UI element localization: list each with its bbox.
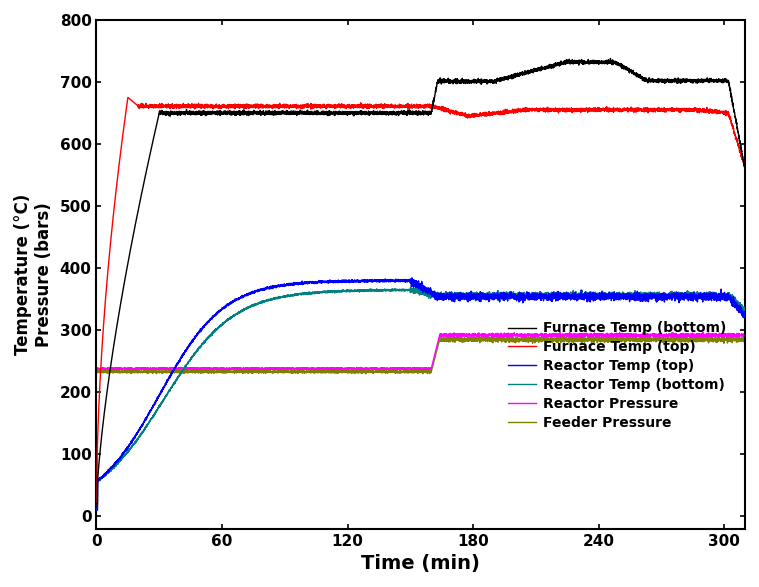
Reactor Temp (top) (569, 291, 578, 298)
Reactor Temp (top) (741, 313, 750, 320)
Feeder Pressure (518, 332, 528, 339)
Furnace Temp (top) (123, 94, 132, 101)
Furnace Temp (bottom) (606, 55, 615, 62)
Reactor Temp (top) (92, 507, 101, 514)
Furnace Temp (top) (741, 164, 750, 171)
Line: Reactor Pressure: Reactor Pressure (96, 332, 745, 370)
Reactor Pressure (106, 365, 115, 372)
Feeder Pressure (569, 337, 578, 344)
Reactor Temp (bottom) (129, 440, 138, 447)
Reactor Pressure (668, 329, 677, 336)
Furnace Temp (bottom) (92, 500, 101, 507)
Line: Reactor Temp (bottom): Reactor Temp (bottom) (96, 287, 745, 510)
Reactor Temp (top) (129, 435, 138, 442)
Feeder Pressure (300, 369, 309, 376)
Reactor Temp (top) (106, 464, 115, 471)
Furnace Temp (bottom) (246, 108, 255, 115)
Line: Feeder Pressure: Feeder Pressure (96, 335, 745, 374)
Feeder Pressure (92, 367, 101, 375)
Feeder Pressure (246, 368, 255, 375)
Feeder Pressure (361, 370, 370, 377)
Line: Furnace Temp (top): Furnace Temp (top) (96, 97, 745, 504)
Reactor Pressure (92, 365, 101, 372)
Furnace Temp (bottom) (569, 60, 578, 67)
Legend: Furnace Temp (bottom), Furnace Temp (top), Reactor Temp (top), Reactor Temp (bot: Furnace Temp (bottom), Furnace Temp (top… (502, 316, 732, 435)
Furnace Temp (bottom) (129, 228, 138, 235)
Furnace Temp (top) (92, 500, 101, 507)
Furnace Temp (top) (121, 114, 130, 121)
Reactor Pressure (569, 331, 578, 338)
Reactor Temp (bottom) (92, 507, 101, 514)
Feeder Pressure (741, 336, 750, 343)
Reactor Temp (bottom) (406, 284, 415, 291)
Feeder Pressure (129, 367, 138, 375)
Y-axis label: Temperature (°C)
Pressure (bars): Temperature (°C) Pressure (bars) (14, 194, 52, 355)
Reactor Temp (bottom) (106, 467, 115, 474)
Furnace Temp (top) (130, 99, 139, 106)
Reactor Temp (top) (246, 289, 255, 296)
Feeder Pressure (106, 368, 115, 375)
X-axis label: Time (min): Time (min) (361, 554, 480, 573)
Furnace Temp (bottom) (121, 275, 130, 282)
Furnace Temp (bottom) (300, 109, 309, 116)
Reactor Temp (top) (300, 279, 309, 286)
Furnace Temp (top) (246, 103, 255, 110)
Reactor Pressure (129, 365, 138, 372)
Reactor Pressure (246, 366, 255, 373)
Line: Reactor Temp (top): Reactor Temp (top) (96, 278, 745, 510)
Furnace Temp (top) (569, 106, 578, 113)
Reactor Temp (bottom) (121, 452, 130, 459)
Reactor Temp (top) (408, 274, 417, 281)
Reactor Pressure (300, 365, 309, 372)
Reactor Temp (bottom) (569, 290, 578, 297)
Reactor Temp (bottom) (246, 304, 255, 311)
Furnace Temp (bottom) (741, 166, 750, 173)
Reactor Temp (bottom) (741, 306, 750, 313)
Reactor Temp (bottom) (300, 291, 309, 298)
Reactor Pressure (121, 365, 130, 372)
Reactor Pressure (339, 366, 348, 373)
Furnace Temp (bottom) (106, 363, 115, 370)
Line: Furnace Temp (bottom): Furnace Temp (bottom) (96, 59, 745, 504)
Feeder Pressure (121, 369, 130, 376)
Reactor Pressure (741, 331, 750, 338)
Furnace Temp (top) (106, 239, 115, 247)
Reactor Temp (top) (121, 447, 130, 454)
Furnace Temp (top) (300, 104, 309, 111)
